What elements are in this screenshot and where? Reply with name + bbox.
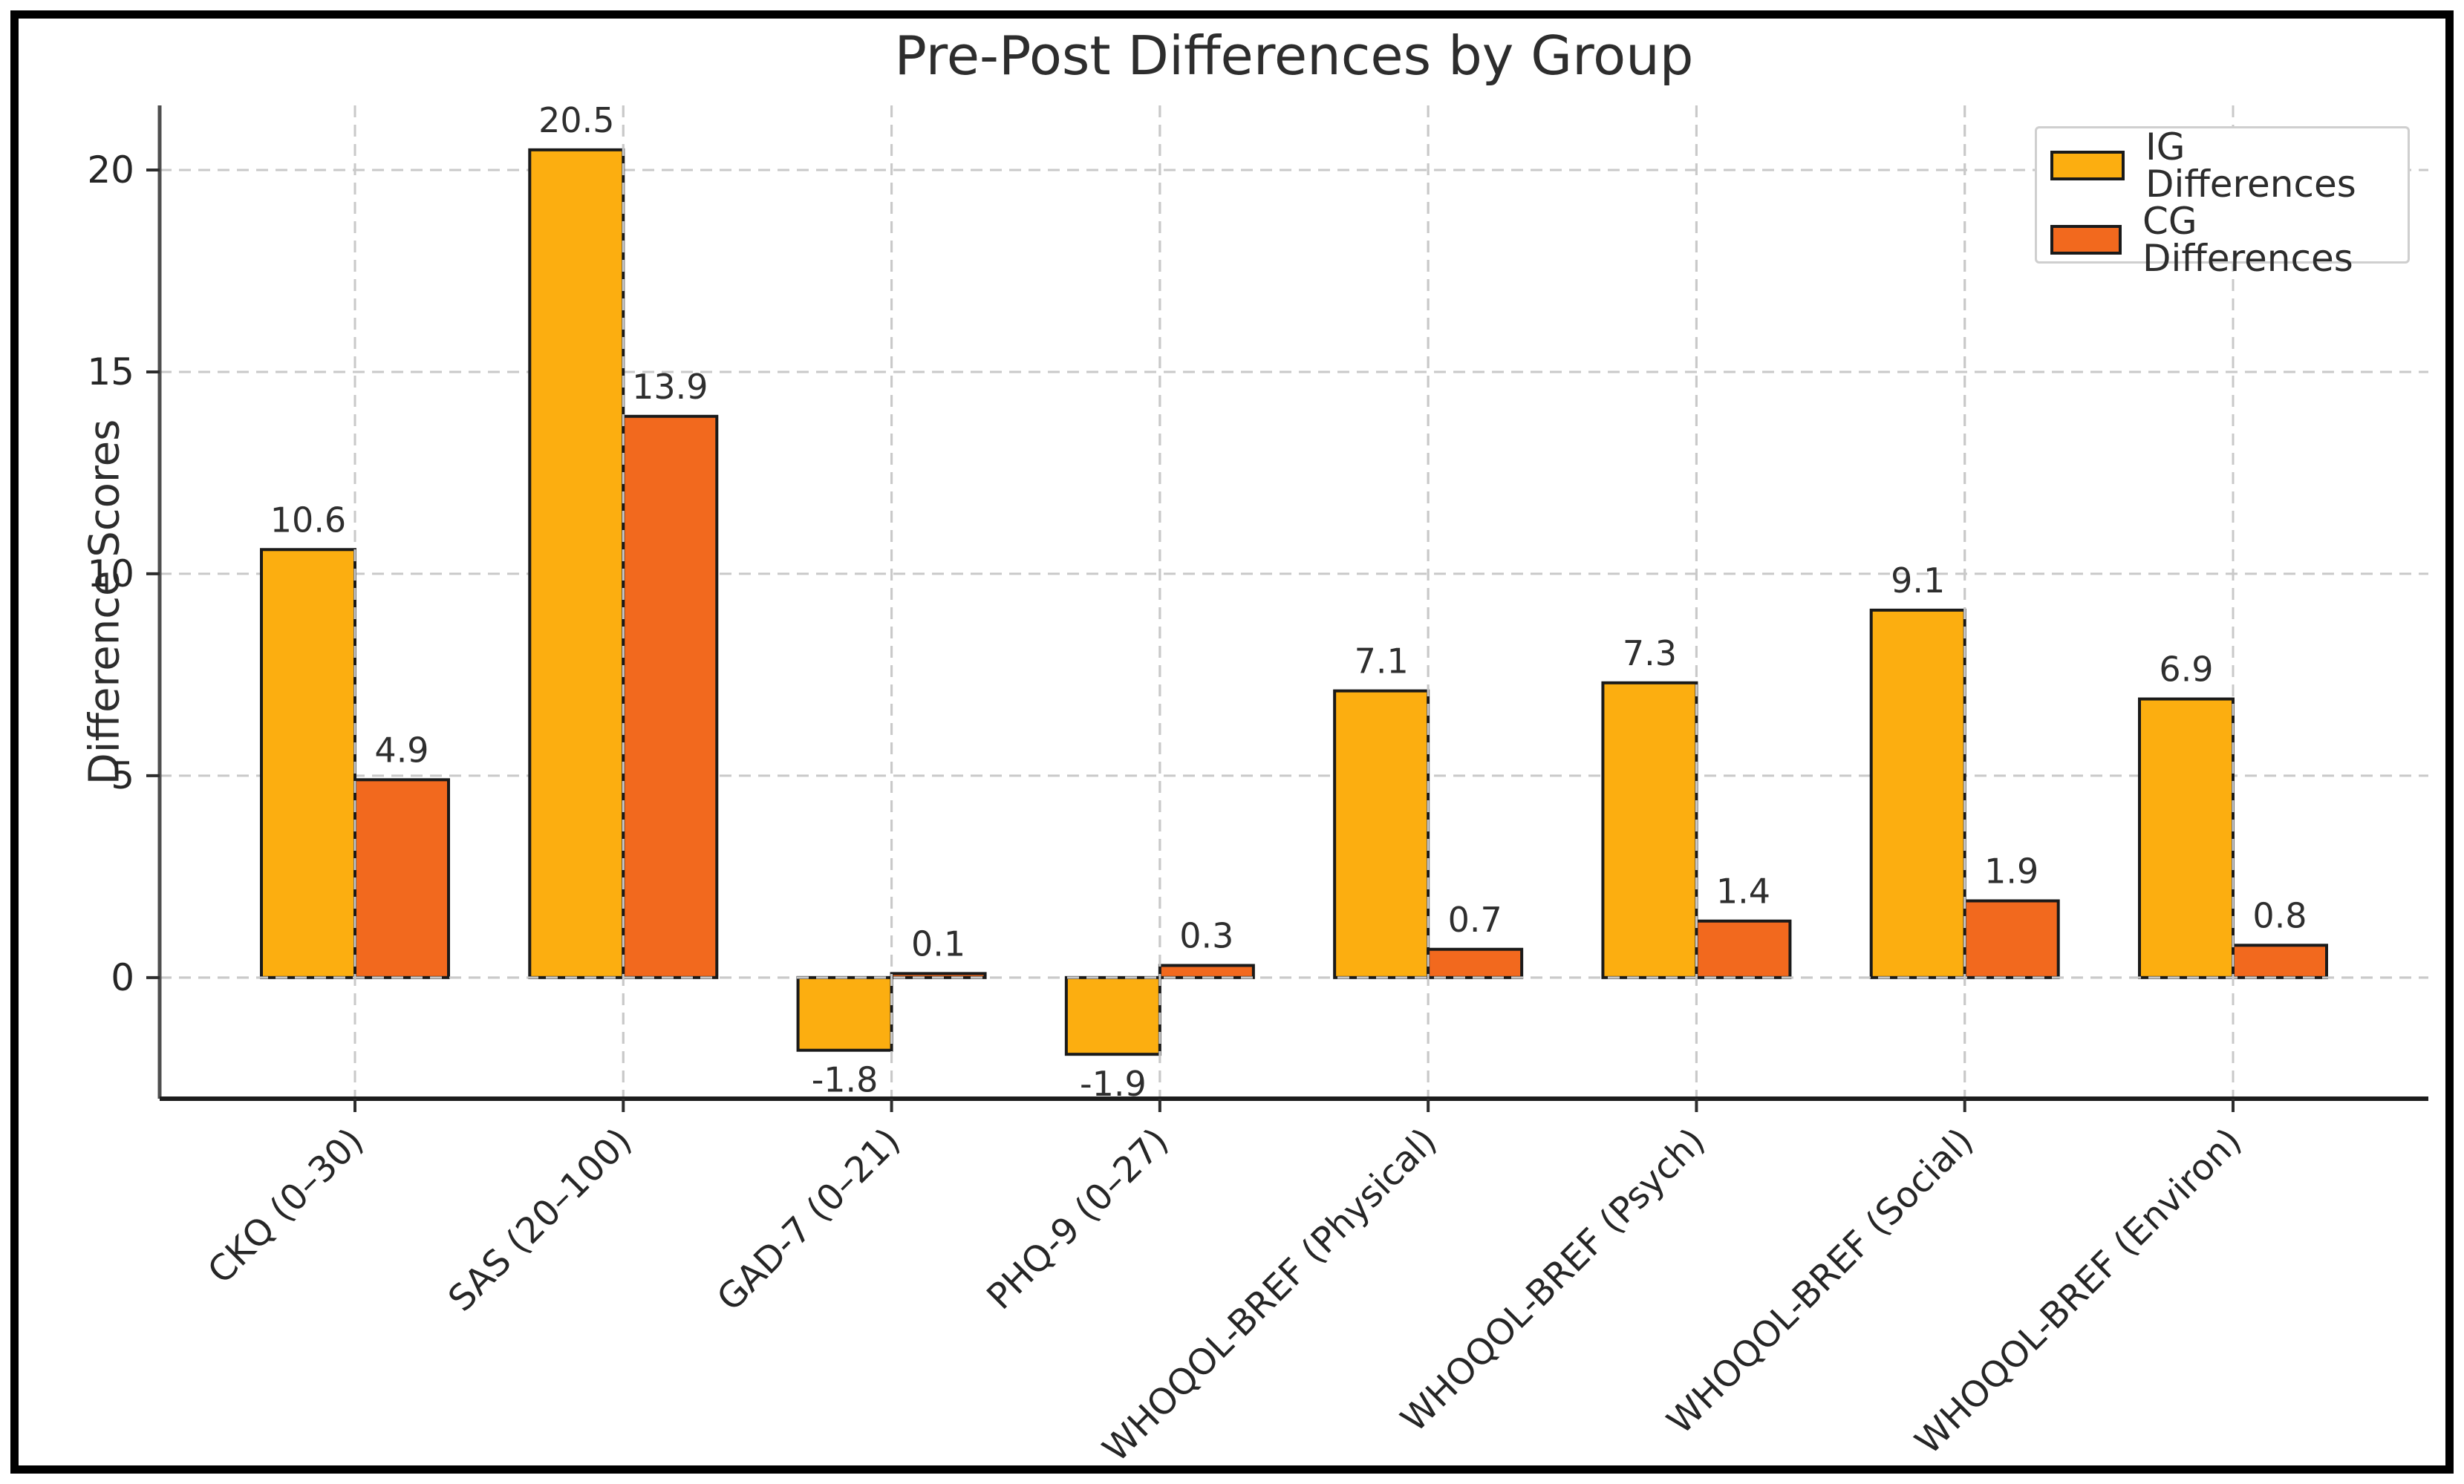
bar-cg xyxy=(2232,944,2328,979)
bar-value-label: 0.3 xyxy=(1179,916,1233,956)
y-tick-label: 0 xyxy=(111,956,134,999)
bar-ig xyxy=(1869,608,1966,979)
bar-value-label: 6.9 xyxy=(2159,650,2213,690)
legend-label-ig: IG Differences xyxy=(2145,125,2356,206)
y-tick-label: 5 xyxy=(111,754,134,797)
bar-ig xyxy=(1333,689,1430,979)
x-tick-label: WHOQOL-BREF (Psych) xyxy=(1393,1120,1713,1440)
bar-value-label: 0.1 xyxy=(911,924,965,964)
bar-value-label: 9.1 xyxy=(1891,560,1945,601)
bar-cg xyxy=(1695,919,1792,979)
bar-ig xyxy=(1601,681,1698,979)
x-tick-label: WHOQOL-BREF (Social) xyxy=(1659,1120,1981,1442)
bar-value-label: 20.5 xyxy=(538,100,614,140)
y-tick-label: 20 xyxy=(87,148,134,192)
y-tick-label: 10 xyxy=(87,552,134,595)
bar-value-label: 0.7 xyxy=(1448,900,1502,940)
x-tick-label: GAD-7 (0–21) xyxy=(709,1120,908,1319)
bar-cg xyxy=(622,414,719,979)
legend-label-cg: CG Differences xyxy=(2142,200,2353,280)
bar-ig xyxy=(2138,697,2235,979)
bar-value-label: 4.9 xyxy=(374,730,428,770)
bar-ig xyxy=(260,548,356,979)
bar-ig xyxy=(796,975,893,1052)
bar-value-label: 1.9 xyxy=(1984,851,2038,891)
bar-value-label: -1.8 xyxy=(812,1060,879,1100)
legend-item-cg: CG Differences xyxy=(2050,203,2408,277)
bar-value-label: 10.6 xyxy=(270,500,346,540)
bar-value-label: 13.9 xyxy=(632,367,708,407)
legend-swatch-cg-icon xyxy=(2050,225,2122,255)
bar-value-label: 1.4 xyxy=(1716,872,1770,912)
bar-cg xyxy=(1963,899,2060,979)
bar-ig xyxy=(1064,975,1161,1056)
legend: IG Differences CG Differences xyxy=(2035,126,2410,277)
bar-ig xyxy=(528,148,625,979)
bar-value-label: 7.3 xyxy=(1623,633,1677,673)
x-tick-label: SAS (20–100) xyxy=(440,1120,640,1320)
bar-value-label: -1.9 xyxy=(1080,1064,1147,1104)
y-tick-label: 15 xyxy=(87,350,134,393)
bar-cg xyxy=(353,778,450,979)
bar-cg xyxy=(1427,947,1524,979)
legend-item-ig: IG Differences xyxy=(2050,128,2408,203)
x-tick-label: CKQ (0–30) xyxy=(200,1120,371,1292)
chart-title: Pre-Post Differences by Group xyxy=(894,24,1694,87)
legend-swatch-ig-icon xyxy=(2050,151,2125,180)
bar-value-label: 0.8 xyxy=(2252,895,2307,935)
bar-value-label: 7.1 xyxy=(1355,641,1409,681)
x-tick-label: PHQ-9 (0–27) xyxy=(979,1120,1176,1318)
bar-cg xyxy=(1158,964,1255,979)
figure-frame xyxy=(10,10,2454,1474)
